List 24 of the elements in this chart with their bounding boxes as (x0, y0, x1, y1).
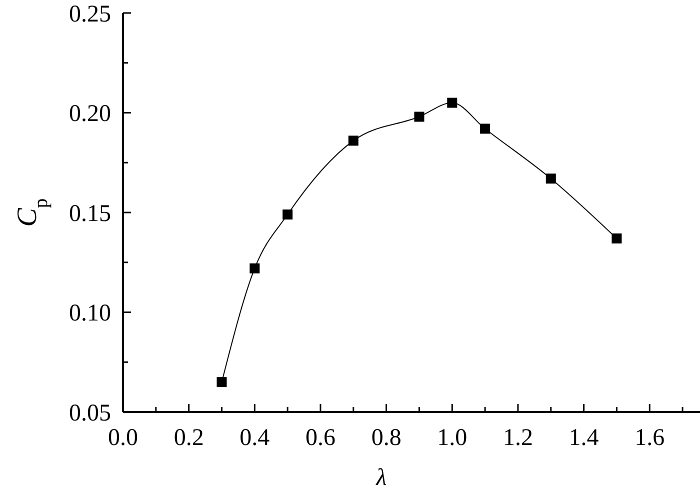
x-tick-label: 0.6 (305, 425, 336, 451)
x-tick-label: 1.0 (437, 425, 468, 451)
point (216, 377, 227, 388)
point (612, 233, 622, 244)
point (348, 136, 358, 146)
x-tick-label: 0.4 (240, 425, 270, 451)
point (250, 263, 260, 274)
x-tick-label: 0.8 (371, 425, 402, 451)
y-tick-label: 0.25 (69, 1, 111, 28)
y-tick-label: 0.20 (69, 101, 111, 128)
x-tick-label: 1.6 (634, 425, 665, 451)
point (546, 174, 556, 184)
y-tick-label: 0.05 (69, 400, 111, 426)
point (480, 124, 490, 134)
x-tick-label: 1.4 (568, 425, 599, 451)
point (414, 112, 424, 122)
x-tick-label: 0.2 (174, 425, 204, 451)
x-tick-label: 0.0 (108, 425, 138, 451)
x-axis-title: λ (375, 465, 387, 491)
point (282, 209, 293, 220)
y-tick-label: 0.15 (69, 200, 111, 227)
x-tick-label: 1.2 (502, 425, 533, 451)
point (447, 98, 458, 108)
y-tick-label: 0.10 (69, 300, 111, 327)
